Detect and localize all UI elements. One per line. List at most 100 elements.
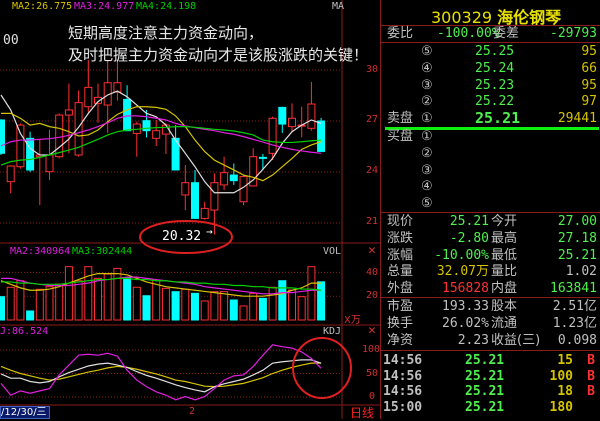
candle [26,131,35,172]
vol-tick: 40 [366,267,379,278]
candle [258,153,267,171]
candle-body [229,174,238,182]
volume-bar [239,305,248,321]
sell-level-row: ③ 25.23 95 [381,77,600,94]
stat-row: 涨跌 -2.80 最高 27.18 [381,230,600,247]
tick-flag: B [587,353,595,368]
candle [297,106,306,138]
kdj-d-line [0,362,322,388]
candle-body [268,117,277,154]
ma4-label: MA4:24.198 [136,1,197,12]
volume-bar [171,291,180,321]
candle-body [55,114,64,158]
candle-body [45,154,54,173]
stat-value: 25.21 [449,214,489,229]
candle [229,163,238,185]
volume-bar [210,291,219,321]
kdj-k-line [0,359,322,393]
tick-row: 15:00 25.21 180 [381,399,600,416]
ma2-label: MA2:26.775 [12,1,73,12]
level-number: ② [421,145,433,161]
candle [288,103,296,132]
fund-value: 26.02% [442,315,489,331]
stat-value: 163841 [550,281,597,297]
buy-level-row: 买盘 ① [381,128,600,145]
tick-volume: 15 [557,353,573,368]
volume-bar [132,286,141,321]
candle [94,83,102,123]
candle [268,116,277,161]
stat-label: 内盘 [491,281,518,297]
price-tick: 21 [366,216,379,227]
left-value: 00 [3,33,19,48]
volume-bar [26,310,35,321]
candle [55,113,64,159]
stock-chart[interactable] [0,0,380,419]
buy-level-row: ⑤ [381,195,600,212]
weibi-row: 委比 -100.00% 委差 -29793 [381,25,600,42]
stat-value: 27.00 [557,214,597,229]
period-button[interactable]: 日线 [350,406,375,420]
tick-price: 25.21 [465,368,505,384]
volume-bar [200,300,209,321]
low-price-label: 20.32 [162,229,202,244]
candle [239,175,248,205]
candle-body [94,96,102,104]
ma-line-1 [0,90,322,194]
fund-label: 收益(三) [491,332,541,348]
vol-tick: 20 [366,290,379,301]
tick-flag: B [587,368,595,384]
volume-bar [0,296,5,321]
tick-volume: 180 [549,399,573,415]
candle-body [171,137,180,171]
volume-bar [258,297,267,321]
volume-bar [55,283,64,321]
candle [191,169,199,219]
tick-flag: B [587,384,595,399]
tick-volume: 18 [557,384,573,399]
candle-body [307,103,316,129]
candle-body [200,207,209,219]
fund-value: 2.51亿 [552,299,597,314]
kdj-j-label: J:86.524 [0,326,49,337]
sell-level-row: ④ 25.24 66 [381,60,600,77]
stat-row: 现价 25.21 今开 27.00 [381,213,600,230]
fundamental-row: 换手 26.02% 流通 1.23亿 [381,315,600,332]
tick-row: 14:56 25.21 15 B [381,352,600,369]
candle [113,59,122,101]
page-number: 2 [189,406,196,417]
vol-ma2-label: MA2:340964 [10,246,71,257]
volume-bar [74,280,83,321]
level-number: ④ [421,60,433,76]
quote-panel: 300329 海伦钢琴 委比 -100.00% 委差 -29793 ⑤ 25.2… [380,0,600,419]
sell-volume: 66 [581,60,597,76]
overlay-line-2: 及时把握主力资金动向才是该股涨跌的关键！ [68,46,369,64]
candle [142,109,151,138]
close-icon[interactable]: ✕ [368,323,376,338]
ma-tag: MA [332,1,345,12]
volume-bar [288,289,296,321]
candle [64,83,73,154]
price-tick: 30 [366,64,379,75]
candle-body [84,86,93,108]
sell-price: 25.24 [475,60,515,76]
candle-body [278,106,287,125]
candle-body [152,130,161,139]
volume-bar [191,292,199,321]
close-icon[interactable]: ✕ [368,243,376,258]
stat-value: 32.07万 [436,264,489,280]
stat-value: 156828 [442,281,489,297]
stat-row: 总量 32.07万 量比 1.02 [381,263,600,280]
stat-label: 最高 [491,230,518,246]
candle-body [258,156,267,159]
sell-level-row: ② 25.22 97 [381,93,600,110]
stat-value: 1.02 [565,264,597,280]
candle [84,59,93,113]
tick-time: 14:56 [383,353,423,368]
fundamental-row: 净资 2.23 收益(三) 0.098 [381,332,600,349]
candle-body [210,182,219,211]
candle [123,85,132,132]
candle-body [181,182,190,196]
volume-bar [278,280,287,321]
volume-bar [64,266,73,321]
